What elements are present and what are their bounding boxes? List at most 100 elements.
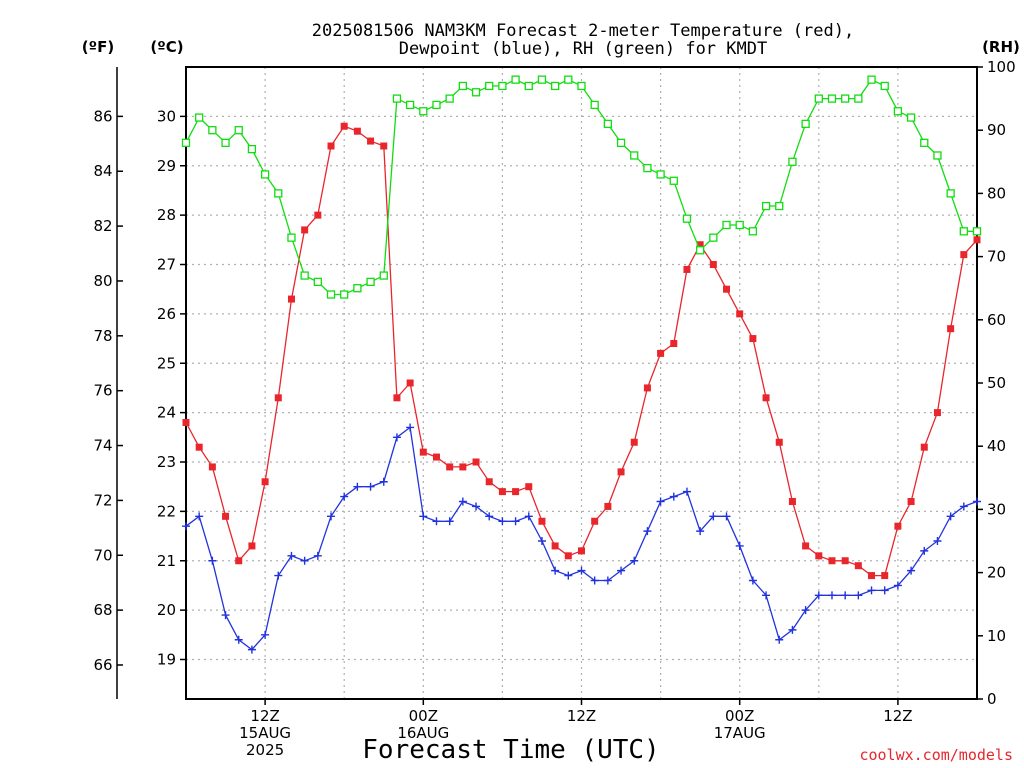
rh-point bbox=[458, 81, 468, 91]
temperature-point bbox=[525, 483, 533, 491]
celsius-tick-label: 29 bbox=[157, 157, 176, 175]
temperature-point bbox=[749, 335, 757, 343]
dewpoint-point bbox=[959, 502, 968, 511]
temperature-point bbox=[920, 443, 928, 451]
celsius-tick-label: 24 bbox=[157, 404, 176, 422]
celsius-tick-label: 25 bbox=[157, 354, 176, 372]
rh-point bbox=[445, 94, 454, 103]
dewpoint-point bbox=[551, 566, 560, 575]
rh-point bbox=[775, 201, 784, 211]
celsius-tick-label: 27 bbox=[157, 256, 176, 274]
dewpoint-point bbox=[590, 576, 599, 585]
dewpoint-point bbox=[748, 576, 757, 585]
rh-point bbox=[221, 138, 230, 147]
dewpoint-point bbox=[379, 477, 388, 486]
rh-point bbox=[709, 233, 718, 242]
x-tick-label: 12Z bbox=[250, 707, 279, 725]
credit-text: coolwx.com/models bbox=[859, 746, 1013, 764]
rh-point bbox=[827, 94, 837, 103]
x-tick-label: 00Z bbox=[725, 707, 754, 725]
dewpoint-point bbox=[775, 635, 784, 644]
temperature-point bbox=[446, 463, 454, 471]
dewpoint-point bbox=[234, 635, 243, 644]
chart-marks bbox=[181, 75, 982, 654]
temperature-point bbox=[406, 379, 414, 387]
temperature-point bbox=[261, 478, 269, 486]
celsius-tick-label: 19 bbox=[157, 651, 176, 669]
dewpoint-point bbox=[366, 482, 375, 491]
rh-point bbox=[419, 107, 428, 116]
dewpoint-point bbox=[182, 522, 190, 531]
rh-point bbox=[181, 138, 191, 147]
dewpoint-point bbox=[458, 497, 467, 506]
rh-point bbox=[841, 94, 850, 103]
temperature-point bbox=[788, 498, 796, 505]
temperature-point bbox=[723, 285, 731, 293]
celsius-unit-label: (ºC) bbox=[150, 38, 183, 56]
dewpoint-point bbox=[274, 571, 283, 580]
rh-tick-label: 40 bbox=[987, 437, 1006, 455]
rh-point bbox=[761, 201, 771, 211]
temperature-point bbox=[432, 453, 440, 461]
fahrenheit-tick-label: 68 bbox=[93, 601, 112, 619]
rh-point bbox=[471, 88, 481, 97]
celsius-tick-label: 30 bbox=[157, 107, 176, 125]
temperature-point bbox=[564, 552, 572, 560]
rh-point bbox=[590, 100, 599, 110]
dewpoint-point bbox=[682, 487, 691, 496]
rh-point bbox=[788, 157, 797, 166]
temperature-point bbox=[235, 557, 243, 565]
dewpoint-point bbox=[537, 537, 546, 545]
temperature-point bbox=[775, 438, 783, 446]
dewpoint-point bbox=[432, 517, 441, 526]
temperature-point bbox=[367, 137, 375, 145]
temperature-point bbox=[393, 394, 401, 402]
dewpoint-point bbox=[814, 591, 823, 600]
fahrenheit-tick-label: 66 bbox=[93, 656, 112, 674]
temperature-point bbox=[419, 448, 427, 456]
rh-point bbox=[195, 113, 204, 122]
rh-tick-label: 10 bbox=[987, 627, 1006, 645]
fahrenheit-tick-label: 78 bbox=[93, 327, 112, 345]
rh-point bbox=[432, 100, 441, 110]
fahrenheit-tick-label: 74 bbox=[93, 437, 112, 455]
temperature-point bbox=[960, 251, 968, 259]
dewpoint-point bbox=[208, 556, 217, 565]
temperature-point bbox=[828, 557, 836, 565]
temperature-point bbox=[578, 547, 585, 555]
temperature-point bbox=[643, 384, 651, 392]
x-tick-label: 17AUG bbox=[714, 724, 766, 742]
rh-point bbox=[405, 100, 415, 110]
rh-point bbox=[735, 220, 744, 230]
dewpoint-point bbox=[801, 606, 810, 615]
celsius-tick-label: 20 bbox=[157, 601, 176, 619]
fahrenheit-tick-label: 84 bbox=[93, 162, 112, 180]
dewpoint-point bbox=[643, 527, 652, 536]
temperature-point bbox=[670, 340, 678, 347]
temperature-point bbox=[736, 310, 744, 318]
rh-point bbox=[867, 75, 876, 84]
celsius-tick-label: 22 bbox=[157, 502, 176, 520]
fahrenheit-unit-label: (ºF) bbox=[82, 38, 114, 56]
temperature-point bbox=[591, 517, 599, 525]
rh-point bbox=[392, 94, 402, 103]
dewpoint-point bbox=[893, 581, 902, 590]
dewpoint-point bbox=[603, 576, 612, 585]
dewpoint-point bbox=[946, 512, 955, 521]
temperature-point bbox=[762, 394, 770, 402]
fahrenheit-tick-label: 86 bbox=[93, 107, 112, 125]
dewpoint-point bbox=[406, 423, 415, 432]
temperature-point bbox=[894, 522, 902, 530]
dewpoint-point bbox=[524, 512, 533, 521]
x-tick-label: 2025 bbox=[246, 741, 284, 759]
dewpoint-point bbox=[933, 537, 942, 545]
rh-point bbox=[946, 189, 955, 198]
dewpoint-point bbox=[498, 517, 507, 526]
dewpoint-point bbox=[617, 566, 626, 575]
temperature-point bbox=[472, 458, 480, 466]
x-tick-label: 15AUG bbox=[239, 724, 291, 742]
dewpoint-point bbox=[340, 492, 349, 501]
rh-point bbox=[893, 107, 903, 116]
rh-point bbox=[524, 81, 533, 91]
dewpoint-point bbox=[630, 556, 639, 565]
